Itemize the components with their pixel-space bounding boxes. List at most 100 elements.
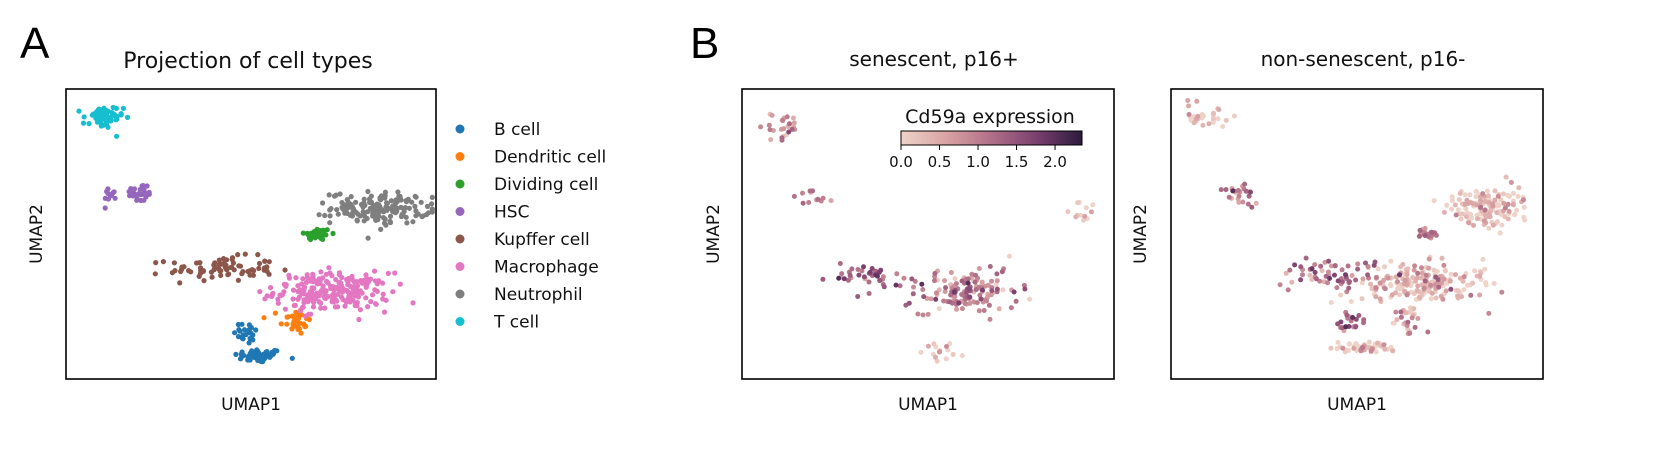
point-macrophage (302, 313, 308, 319)
nonsenescent-point (1432, 282, 1438, 288)
panel-b-left-xlabel: UMAP1 (898, 395, 958, 415)
nonsenescent-point (1345, 263, 1351, 269)
nonsenescent-point (1285, 287, 1291, 293)
nonsenescent-point (1368, 348, 1374, 354)
point-kupffer-cell (217, 268, 223, 274)
point-macrophage (293, 275, 299, 281)
nonsenescent-point (1382, 346, 1388, 352)
point-neutrophil (327, 220, 333, 226)
point-hsc (129, 192, 135, 199)
point-kupffer-cell (177, 280, 183, 286)
senescent-point (836, 275, 842, 281)
point-neutrophil (413, 213, 419, 219)
point-macrophage (310, 304, 317, 310)
point-kupffer-cell (186, 268, 192, 274)
nonsenescent-point (1494, 219, 1500, 225)
nonsenescent-point (1414, 288, 1420, 293)
point-hsc (140, 183, 146, 189)
nonsenescent-point (1389, 292, 1395, 298)
point-dendritic-cell (289, 313, 295, 319)
senescent-point (984, 298, 989, 304)
nonsenescent-point (1351, 345, 1357, 351)
point-neutrophil (361, 218, 367, 224)
point-kupffer-cell (282, 267, 288, 273)
nonsenescent-point (1482, 212, 1488, 218)
nonsenescent-point (1486, 225, 1492, 231)
point-neutrophil (388, 198, 394, 204)
senescent-point (768, 137, 774, 143)
nonsenescent-point (1505, 201, 1511, 207)
nonsenescent-point (1443, 268, 1448, 274)
senescent-point (897, 283, 903, 289)
point-macrophage (283, 282, 289, 288)
nonsenescent-point (1426, 265, 1432, 271)
panel-a-plot-area (76, 104, 435, 365)
point-macrophage (381, 309, 388, 315)
nonsenescent-point (1375, 340, 1381, 346)
senescent-point (1027, 296, 1033, 302)
point-kupffer-cell (172, 268, 178, 274)
nonsenescent-point (1390, 320, 1396, 326)
point-macrophage (310, 271, 316, 277)
nonsenescent-point (1328, 263, 1334, 269)
point-macrophage (376, 278, 382, 284)
point-t-cell (124, 114, 131, 120)
panel-b-nonsenescent-plot-area (1185, 98, 1528, 355)
nonsenescent-point (1502, 205, 1508, 211)
nonsenescent-point (1444, 202, 1450, 208)
point-kupffer-cell (194, 260, 200, 266)
point-neutrophil (378, 226, 384, 232)
nonsenescent-point (1425, 329, 1431, 335)
nonsenescent-point (1253, 200, 1259, 206)
point-kupffer-cell (153, 260, 159, 266)
point-dividing-cell (307, 235, 313, 241)
senescent-point (758, 124, 764, 130)
panel-a-ylabel: UMAP2 (27, 204, 47, 264)
nonsenescent-point (1455, 207, 1461, 213)
nonsenescent-point (1398, 309, 1404, 315)
nonsenescent-point (1453, 272, 1458, 278)
nonsenescent-point (1377, 280, 1383, 286)
point-macrophage (345, 289, 351, 295)
nonsenescent-point (1236, 193, 1242, 199)
point-neutrophil (339, 200, 345, 206)
point-neutrophil (387, 218, 393, 224)
nonsenescent-point (1397, 272, 1402, 278)
point-b-cell (258, 358, 264, 364)
point-macrophage (324, 278, 330, 285)
nonsenescent-point (1481, 218, 1487, 224)
point-kupffer-cell (216, 257, 222, 263)
senescent-point (786, 129, 792, 135)
point-t-cell (118, 111, 124, 117)
nonsenescent-point (1416, 233, 1422, 239)
point-b-cell (274, 348, 280, 354)
nonsenescent-point (1300, 272, 1305, 278)
senescent-point (976, 308, 982, 314)
point-neutrophil (404, 220, 410, 226)
point-neutrophil (343, 202, 349, 208)
senescent-point (996, 306, 1002, 312)
nonsenescent-point (1423, 272, 1429, 278)
point-neutrophil (424, 203, 431, 209)
point-macrophage (355, 294, 361, 300)
nonsenescent-point (1211, 115, 1216, 121)
nonsenescent-point (1416, 294, 1422, 300)
nonsenescent-point (1490, 222, 1496, 228)
nonsenescent-point (1245, 201, 1251, 207)
point-dendritic-cell (284, 321, 290, 327)
senescent-point (986, 302, 992, 308)
point-kupffer-cell (229, 255, 236, 261)
senescent-point (881, 284, 887, 290)
point-kupffer-cell (240, 269, 246, 275)
point-macrophage (322, 305, 328, 311)
nonsenescent-point (1443, 288, 1449, 294)
nonsenescent-point (1433, 295, 1439, 301)
nonsenescent-point (1500, 191, 1506, 197)
point-t-cell (86, 121, 92, 127)
senescent-point (910, 291, 916, 297)
nonsenescent-point (1388, 258, 1394, 264)
senescent-point (1022, 286, 1028, 292)
point-kupffer-cell (212, 264, 218, 270)
colorbar-label: Cd59a expression (905, 106, 1075, 128)
legend-label-hsc: HSC (494, 203, 529, 223)
